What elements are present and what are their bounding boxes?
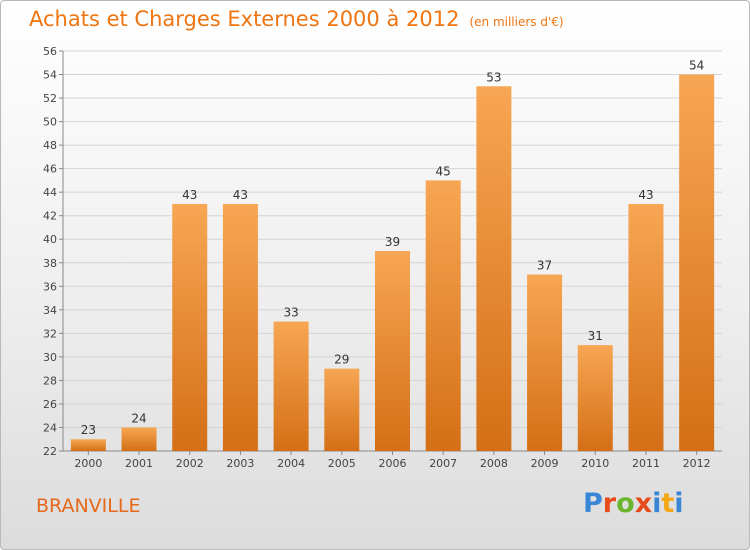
data-label: 43	[638, 188, 653, 202]
data-label: 31	[588, 329, 603, 343]
proxiti-logo[interactable]: Proxiti	[583, 488, 684, 519]
bar	[476, 86, 512, 451]
y-tick-label: 34	[43, 304, 57, 317]
logo-letter: o	[616, 488, 635, 519]
y-tick-label: 24	[43, 421, 57, 434]
bar	[273, 321, 309, 451]
data-label: 37	[537, 259, 552, 273]
x-tick-label: 2012	[683, 457, 711, 470]
x-tick-label: 2002	[176, 457, 204, 470]
logo-letter: t	[661, 488, 675, 519]
y-tick-label: 50	[43, 116, 57, 129]
y-tick-label: 26	[43, 398, 57, 411]
y-tick-label: 52	[43, 92, 57, 105]
bar	[172, 203, 208, 451]
x-tick-label: 2009	[531, 457, 559, 470]
y-tick-label: 36	[43, 280, 57, 293]
y-tick-label: 56	[43, 45, 57, 58]
y-tick-label: 22	[43, 445, 57, 458]
x-tick-label: 2001	[125, 457, 153, 470]
bars	[70, 74, 715, 452]
title-text: Achats et Charges Externes 2000 à 2012	[29, 7, 460, 31]
y-tick-label: 28	[43, 374, 57, 387]
bar	[425, 180, 461, 452]
x-tick-label: 2006	[379, 457, 407, 470]
x-tick-label: 2000	[74, 457, 102, 470]
x-tick-label: 2011	[632, 457, 660, 470]
y-tick-labels: 22 24 26 28 30 32 34 36 38 40 42 44 46 48 50 52 54 56	[43, 45, 57, 458]
logo-letter: i	[674, 488, 684, 519]
bar	[375, 251, 410, 451]
logo-letter: x	[634, 488, 653, 519]
data-label: 23	[81, 423, 96, 437]
data-label: 45	[436, 164, 451, 178]
bar	[527, 274, 563, 451]
y-tick-label: 40	[43, 233, 57, 246]
y-tick-label: 46	[43, 163, 57, 176]
bar	[70, 439, 106, 451]
bar	[679, 74, 715, 451]
x-tick-label: 2010	[581, 457, 609, 470]
town-name: BRANVILLE	[36, 495, 141, 517]
bar	[628, 203, 664, 451]
data-label: 53	[486, 70, 501, 84]
x-tick-label: 2007	[429, 457, 457, 470]
y-tick-label: 38	[43, 257, 57, 270]
y-tick-label: 44	[43, 186, 57, 199]
logo-letter: i	[652, 488, 662, 519]
data-label: 24	[131, 411, 146, 425]
x-tick-label: 2003	[226, 457, 254, 470]
bar	[324, 368, 360, 451]
logo-letter: r	[602, 488, 617, 519]
title-unit: (en milliers d'€)	[469, 15, 564, 29]
bar	[222, 203, 258, 451]
data-labels: 23 24 43 43 33 29 39 45 53 37 31 43 54	[81, 59, 705, 438]
data-label: 43	[233, 188, 248, 202]
data-label: 54	[689, 59, 704, 73]
data-label: 43	[182, 188, 197, 202]
logo-letter: P	[583, 488, 603, 519]
y-tick-label: 48	[43, 139, 57, 152]
x-tick-label: 2008	[480, 457, 508, 470]
data-label: 39	[385, 235, 400, 249]
chart-title: Achats et Charges Externes 2000 à 2012 (e…	[29, 7, 564, 31]
bar	[121, 427, 157, 451]
data-label: 29	[334, 353, 349, 367]
y-tick-label: 32	[43, 327, 57, 340]
x-tick-label: 2004	[277, 457, 305, 470]
bar	[577, 345, 613, 451]
y-tick-label: 54	[43, 69, 57, 82]
y-tick-label: 30	[43, 351, 57, 364]
x-tick-label: 2005	[328, 457, 356, 470]
x-tick-labels: 2000 2001 2002 2003 2004 2005 2006 2007 2008 2009…	[74, 457, 710, 470]
data-label: 33	[283, 306, 298, 320]
y-tick-label: 42	[43, 210, 57, 223]
